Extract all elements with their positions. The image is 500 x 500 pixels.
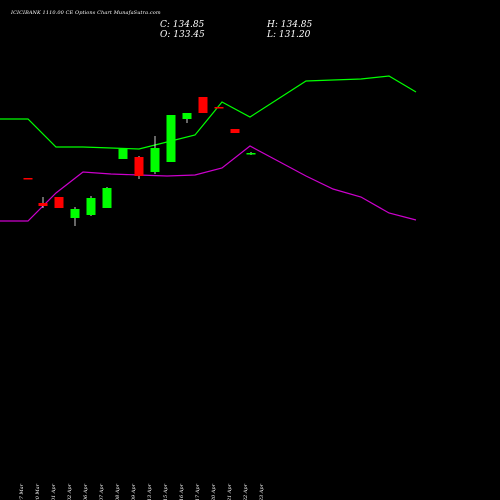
x-tick-label: 30 Mar <box>35 483 41 500</box>
x-tick-label: 21 Apr <box>227 483 233 500</box>
x-tick-label: 27 Mar <box>19 483 25 500</box>
close-price-label: C: 134.85 <box>160 20 205 30</box>
candle-06-apr <box>86 196 96 216</box>
low-price-label: L: 131.20 <box>267 30 311 40</box>
candle-17-apr <box>198 97 208 113</box>
candle-07-apr <box>102 187 112 208</box>
x-tick-label: 13 Apr <box>147 483 153 500</box>
candle-02-apr <box>70 207 80 226</box>
x-tick-label: 16 Apr <box>179 483 185 500</box>
candle-13-apr <box>150 136 160 174</box>
x-tick-label: 23 Apr <box>259 483 265 500</box>
candle-30-mar <box>38 197 48 208</box>
candle-body <box>150 148 160 172</box>
candle-22-apr <box>246 152 256 155</box>
candle-body <box>166 115 176 162</box>
candle-body <box>23 178 33 180</box>
x-tick-label: 22 Apr <box>243 483 249 500</box>
candle-body <box>38 203 48 206</box>
x-axis-ticks: 27 Mar 30 Mar 01 Apr 02 Apr 06 Apr 07 Apr 08 A… <box>19 483 265 500</box>
x-tick-label: 20 Apr <box>211 483 217 500</box>
indicator-line-2 <box>0 145 417 222</box>
x-tick-label: 07 Apr <box>99 483 105 500</box>
x-tick-label: 01 Apr <box>51 483 57 500</box>
candle-body <box>134 157 144 176</box>
candle-body <box>86 198 96 215</box>
indicator-line-1 <box>0 75 417 150</box>
candle-21-apr <box>230 129 240 133</box>
candle-body <box>118 149 128 159</box>
x-tick-label: 15 Apr <box>163 483 169 500</box>
x-tick-label: 06 Apr <box>83 483 89 500</box>
candle-15-apr <box>166 115 176 162</box>
x-tick-label: 08 Apr <box>115 483 121 500</box>
candle-08-apr <box>118 149 128 159</box>
candle-body <box>214 107 224 109</box>
candle-body <box>182 113 192 119</box>
x-tick-label: 09 Apr <box>131 483 137 500</box>
candle-20-apr <box>214 107 224 109</box>
candle-09-apr <box>134 156 144 179</box>
chart-title: ICICIBANK 1110.00 CE Options Chart Munaf… <box>11 10 161 16</box>
x-tick-label: 17 Apr <box>195 483 201 500</box>
candle-body <box>198 97 208 113</box>
high-price-label: H: 134.85 <box>267 20 313 30</box>
candle-01-apr <box>54 197 64 208</box>
open-price-label: O: 133.45 <box>160 30 205 40</box>
candle-body <box>70 209 80 218</box>
candle-body <box>246 153 256 155</box>
indicator-lines <box>0 75 417 222</box>
candles <box>23 97 256 226</box>
candle-16-apr <box>182 113 192 123</box>
candle-body <box>230 129 240 133</box>
candle-body <box>54 197 64 208</box>
candle-27-mar <box>23 178 33 180</box>
x-tick-label: 02 Apr <box>67 483 73 500</box>
candle-body <box>102 188 112 208</box>
